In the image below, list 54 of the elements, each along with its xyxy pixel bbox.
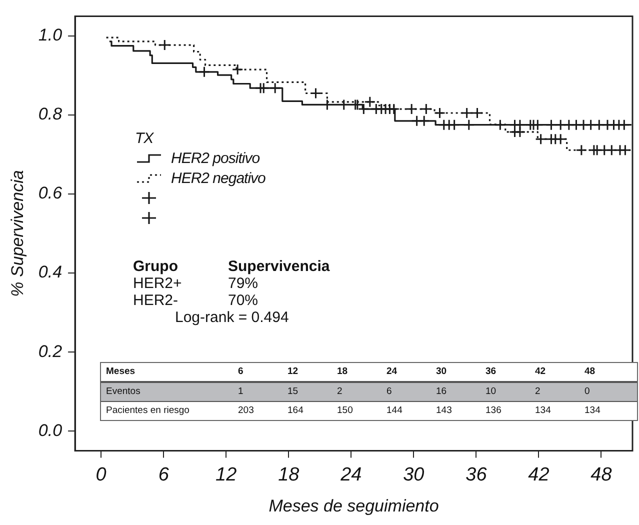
x-tick-label: 18 bbox=[278, 464, 300, 486]
annotation: 0 bbox=[584, 384, 591, 398]
annotation: 12 bbox=[288, 365, 300, 379]
y-tick-label: 1.0 bbox=[38, 26, 63, 45]
x-tick-label: 36 bbox=[466, 464, 488, 486]
x-tick-label: 0 bbox=[96, 464, 107, 486]
annotation: 134 bbox=[584, 404, 602, 418]
annotation: 164 bbox=[288, 404, 304, 418]
y-tick-label: 0.6 bbox=[38, 184, 63, 203]
legend-label: HER2 negativo bbox=[171, 170, 266, 186]
annotation: 16 bbox=[436, 384, 448, 398]
annotation: 36 bbox=[486, 365, 498, 379]
annotation: 6 bbox=[238, 365, 244, 379]
annotation: Grupo bbox=[133, 258, 179, 275]
annotation: 2 bbox=[535, 384, 542, 398]
legend-title: TX bbox=[135, 128, 155, 148]
annotation: 144 bbox=[386, 404, 404, 418]
y-tick-label: 0.4 bbox=[38, 262, 62, 282]
annotation: HER2+ bbox=[133, 275, 183, 292]
x-tick-label: 12 bbox=[216, 464, 238, 486]
annotation: HER2- bbox=[133, 292, 180, 309]
x-tick-label: 30 bbox=[403, 464, 425, 486]
y-axis-title: % Supervivencia bbox=[8, 170, 27, 297]
annotation: 136 bbox=[486, 404, 502, 418]
annotation: Meses bbox=[105, 365, 136, 379]
x-tick-label: 42 bbox=[528, 464, 550, 486]
x-tick-label: 48 bbox=[590, 464, 612, 486]
annotation: Supervivencia bbox=[228, 258, 330, 275]
annotation: 79% bbox=[228, 275, 258, 292]
annotation: 42 bbox=[535, 365, 547, 379]
annotation: 30 bbox=[436, 365, 448, 379]
y-tick-label: 0.2 bbox=[38, 342, 63, 361]
annotation: 134 bbox=[535, 404, 552, 418]
annotation: 203 bbox=[238, 404, 255, 418]
annotation: Log-rank = 0.494 bbox=[174, 309, 290, 326]
y-tick-label: 0.8 bbox=[38, 104, 63, 124]
y-tick-label: 0.0 bbox=[38, 420, 63, 440]
legend-label: HER2 positivo bbox=[171, 150, 260, 166]
annotation: 143 bbox=[436, 404, 453, 418]
annotation: 10 bbox=[486, 384, 498, 398]
annotation: 6 bbox=[386, 384, 393, 398]
annotation: 18 bbox=[337, 365, 349, 379]
annotation: 15 bbox=[288, 384, 300, 398]
annotation: Pacientes en riesgo bbox=[105, 404, 190, 418]
annotation: 24 bbox=[386, 365, 398, 379]
annotation: 70% bbox=[228, 292, 258, 309]
annotation: 48 bbox=[584, 365, 596, 379]
x-tick-label: 6 bbox=[158, 464, 170, 486]
annotation: 1 bbox=[238, 384, 244, 398]
annotation: Eventos bbox=[105, 384, 142, 398]
x-axis-title: Meses de seguimiento bbox=[268, 496, 439, 516]
annotation: 2 bbox=[337, 384, 344, 398]
annotation: 150 bbox=[337, 404, 354, 418]
x-tick-label: 24 bbox=[340, 464, 362, 486]
